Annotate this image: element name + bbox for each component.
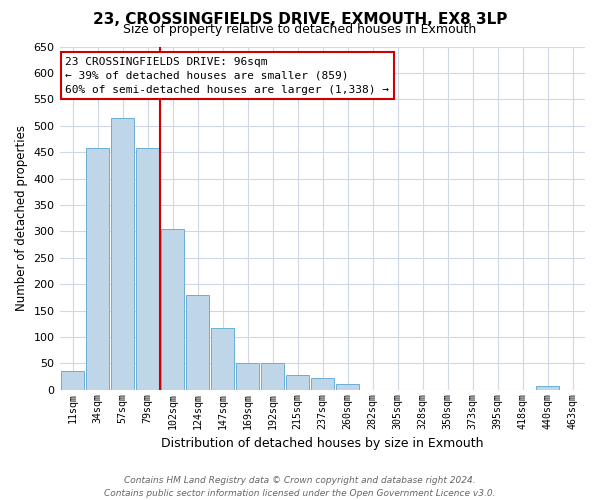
Bar [286,375,309,390]
Bar [61,372,84,390]
Bar [236,364,259,390]
Bar [136,148,159,390]
Bar [337,384,359,390]
Bar [262,364,284,390]
X-axis label: Distribution of detached houses by size in Exmouth: Distribution of detached houses by size … [161,437,484,450]
Bar [211,328,234,390]
Text: Size of property relative to detached houses in Exmouth: Size of property relative to detached ho… [124,22,476,36]
Text: 23, CROSSINGFIELDS DRIVE, EXMOUTH, EX8 3LP: 23, CROSSINGFIELDS DRIVE, EXMOUTH, EX8 3… [93,12,507,28]
Bar [187,295,209,390]
Text: 23 CROSSINGFIELDS DRIVE: 96sqm
← 39% of detached houses are smaller (859)
60% of: 23 CROSSINGFIELDS DRIVE: 96sqm ← 39% of … [65,57,389,95]
Bar [536,386,559,390]
Bar [161,229,184,390]
Bar [112,118,134,390]
Text: Contains HM Land Registry data © Crown copyright and database right 2024.
Contai: Contains HM Land Registry data © Crown c… [104,476,496,498]
Y-axis label: Number of detached properties: Number of detached properties [15,125,28,311]
Bar [311,378,334,390]
Bar [86,148,109,390]
